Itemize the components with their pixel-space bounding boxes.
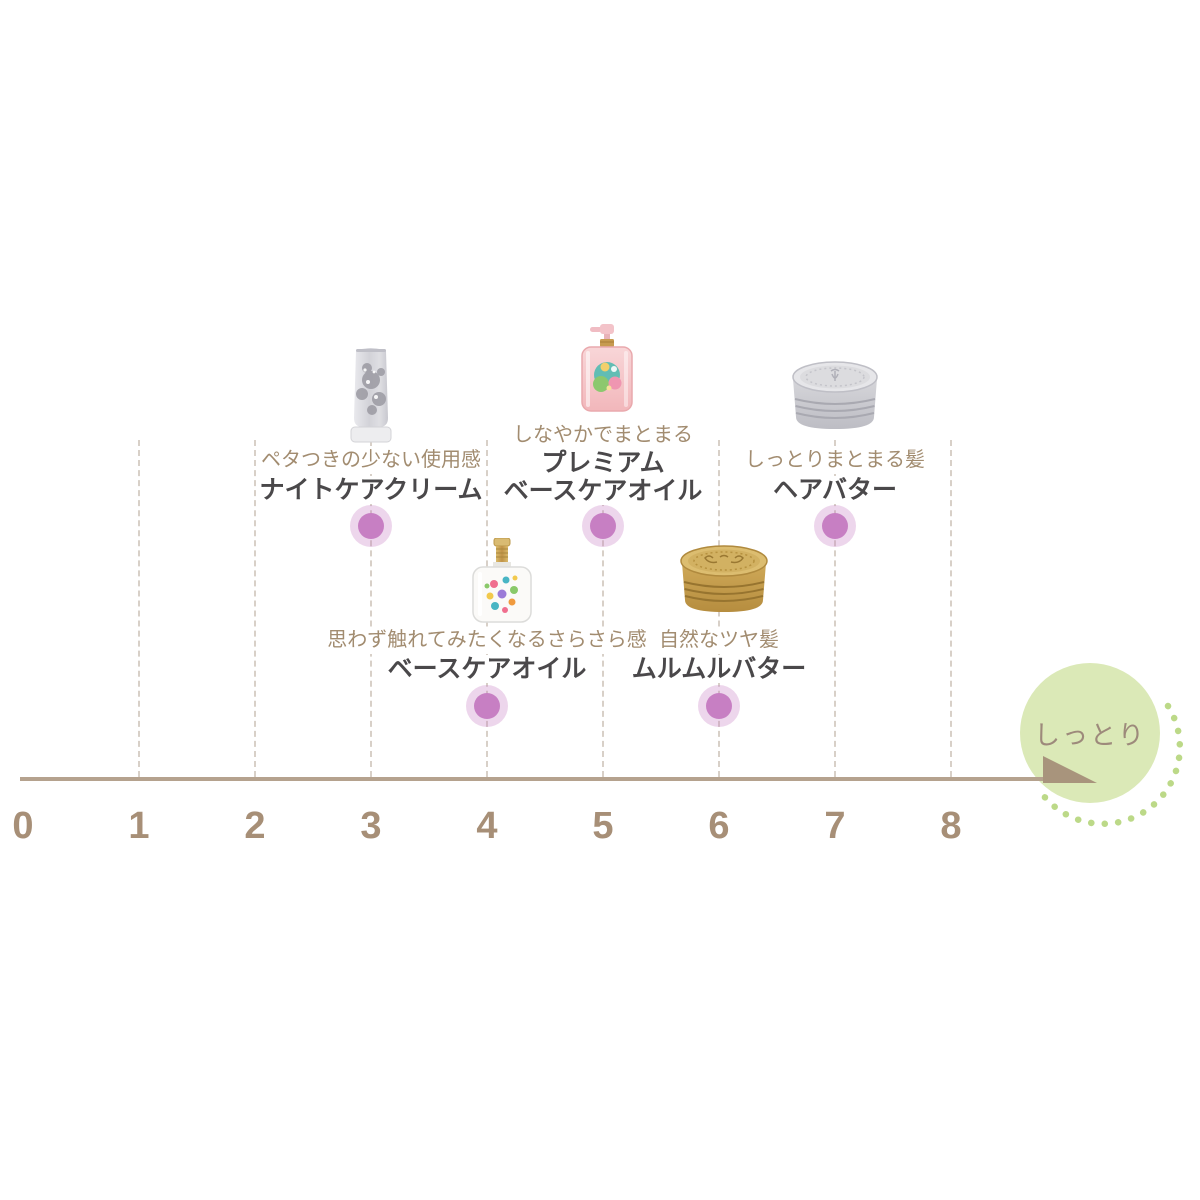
hair-butter-product-image — [792, 361, 878, 429]
data-point — [822, 513, 848, 539]
gridline — [370, 440, 372, 777]
tick-label-4: 4 — [476, 805, 498, 847]
tick-label-2: 2 — [244, 805, 266, 847]
product-name: ナイトケアクリーム — [256, 476, 486, 504]
product-name: プレミアム ベースケアオイル — [500, 449, 706, 505]
x-axis-line — [20, 777, 1062, 781]
tick-label-0: 0 — [12, 805, 34, 847]
product-desc: しっとりまとまる髪 — [742, 447, 928, 474]
premium-oil-product-image — [581, 324, 633, 412]
gridline — [950, 440, 952, 777]
gridline — [834, 440, 836, 777]
data-point — [706, 693, 732, 719]
product-desc: 自然なツヤ髪 — [656, 627, 782, 654]
gridline — [602, 440, 604, 777]
tick-label-7: 7 — [824, 805, 846, 847]
product-desc: 思わず触れてみたくなるさらさら感 — [324, 627, 650, 654]
product-name: ベースケアオイル — [384, 655, 590, 683]
data-point — [474, 693, 500, 719]
night-cream-product-image — [350, 348, 392, 443]
data-point — [358, 513, 384, 539]
tick-label-3: 3 — [360, 805, 382, 847]
product-desc: しなやかでまとまる — [510, 422, 696, 449]
data-point — [590, 513, 616, 539]
base-oil-product-image — [472, 538, 532, 623]
gridline — [254, 440, 256, 777]
tick-label-6: 6 — [708, 805, 730, 847]
product-desc: ペタつきの少ない使用感 — [258, 447, 484, 474]
product-name: ヘアバター — [769, 476, 901, 504]
product-name: ムルムルバター — [628, 655, 810, 683]
tick-label-5: 5 — [592, 805, 614, 847]
murumuru-butter-product-image — [680, 545, 768, 612]
moist-label: しっとり — [1033, 719, 1146, 750]
gridline — [138, 440, 140, 777]
dotted-arc-decoration — [1034, 702, 1184, 828]
tick-label-8: 8 — [940, 805, 962, 847]
tick-label-1: 1 — [128, 805, 150, 847]
